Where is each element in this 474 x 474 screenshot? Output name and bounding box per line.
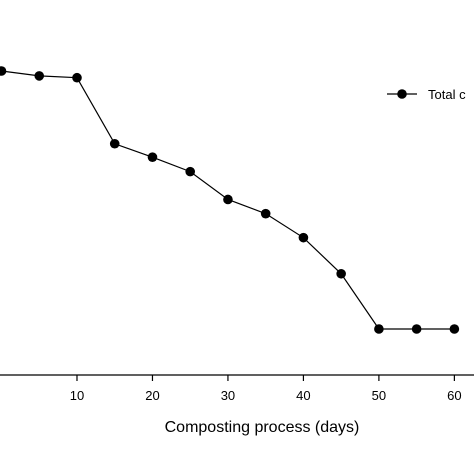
data-point (147, 152, 158, 162)
legend: Total c (387, 87, 466, 102)
x-axis-title: Composting process (days) (165, 419, 360, 436)
x-tick-label: 50 (372, 388, 386, 403)
data-point (411, 324, 422, 334)
data-point (260, 208, 271, 219)
axes: 10 20 30 40 50 60 (0, 374, 474, 403)
x-tick-label: 30 (221, 388, 235, 403)
x-tick-label: 40 (296, 388, 310, 403)
data-point (72, 72, 82, 83)
data-point (223, 194, 233, 205)
data-point (0, 66, 7, 76)
x-ticks: 10 20 30 40 50 60 (70, 375, 462, 403)
data-point (336, 268, 346, 279)
legend-marker (397, 89, 407, 99)
legend-label: Total c (428, 87, 466, 102)
x-tick-label: 60 (447, 388, 461, 403)
data-point (374, 324, 384, 334)
x-tick-label: 10 (70, 388, 84, 403)
data-point (449, 324, 460, 334)
data-point (109, 138, 120, 149)
data-point (298, 232, 309, 243)
data-point (34, 71, 45, 81)
data-point (185, 166, 196, 177)
series-group (0, 66, 460, 334)
x-tick-label: 20 (145, 388, 159, 403)
